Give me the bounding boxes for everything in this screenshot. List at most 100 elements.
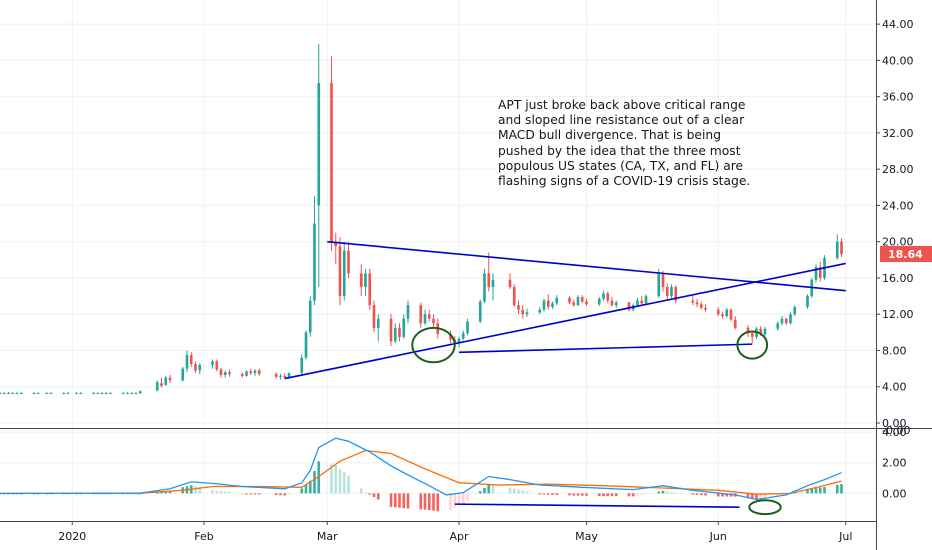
histogram-bar <box>759 493 763 499</box>
candle-body <box>185 355 189 369</box>
candle-body <box>160 383 163 386</box>
histogram-bar <box>194 486 197 494</box>
highlight-circle[interactable] <box>736 330 769 360</box>
candle-body <box>661 273 665 288</box>
candle-body <box>606 293 610 301</box>
histogram-bar <box>644 493 648 495</box>
candle-body <box>576 296 580 306</box>
time-tick-label: Mar <box>317 530 338 543</box>
candle-body <box>138 391 142 394</box>
candle-body <box>670 287 673 297</box>
price-tick-label: 44.00 <box>882 18 914 31</box>
candle-body <box>376 318 380 328</box>
histogram-bar <box>657 491 661 494</box>
histogram-bar <box>257 493 261 495</box>
histogram-bar <box>368 493 372 495</box>
candle-body <box>15 393 19 395</box>
histogram-bar <box>436 493 440 512</box>
axes[interactable]: 0.004.008.0012.0016.0020.0024.0028.0032.… <box>58 18 913 543</box>
candle-body <box>126 393 129 395</box>
candle-body <box>36 393 40 395</box>
candle-body <box>487 273 491 288</box>
candle-body <box>691 300 695 303</box>
histogram-bar <box>240 493 244 495</box>
histogram-bar <box>406 493 410 509</box>
candle-body <box>283 375 287 378</box>
histogram-bar <box>330 463 333 494</box>
drawings[interactable] <box>284 240 846 516</box>
candle-body <box>7 393 10 395</box>
trendline-falling-resistance[interactable] <box>327 240 846 292</box>
last-price-label: 18.64 <box>888 248 923 261</box>
candle-body <box>602 293 605 299</box>
histogram-bar <box>219 490 223 494</box>
candle-body <box>406 305 410 319</box>
candle-body <box>79 393 83 395</box>
candle-body <box>419 305 423 324</box>
candle-body <box>66 393 70 395</box>
candle-body <box>245 371 248 376</box>
candle-body <box>657 273 661 297</box>
histogram-bar <box>806 489 809 494</box>
candle-body <box>427 314 431 319</box>
histogram-bar <box>491 485 495 494</box>
time-tick-label: 2020 <box>58 530 86 543</box>
candle-body <box>168 377 172 381</box>
highlight-circle[interactable] <box>411 326 456 364</box>
trendline-rising-support[interactable] <box>284 262 846 380</box>
histogram-bar <box>670 491 673 494</box>
histogram-bar <box>287 493 291 495</box>
candle-body <box>572 302 576 306</box>
trendline-higher-low-line[interactable] <box>458 343 753 354</box>
price-tick-label: 40.00 <box>882 54 914 67</box>
histogram-bar <box>274 493 278 496</box>
histogram-bar <box>364 492 367 494</box>
histogram-bar <box>835 484 839 494</box>
macd-highlight-circle[interactable] <box>748 499 782 516</box>
candle-body <box>359 273 363 288</box>
candle-body <box>308 300 312 333</box>
candle-body <box>96 393 100 395</box>
histogram-bar <box>521 490 525 494</box>
histogram-bar <box>627 493 631 497</box>
macd-tick-label: 4.00 <box>882 426 907 439</box>
histogram-bar <box>755 493 758 500</box>
histogram-bar <box>538 493 542 495</box>
histogram-bar <box>725 493 729 497</box>
histogram-bar <box>160 491 163 494</box>
candle-body <box>92 393 95 395</box>
macd-line <box>0 437 842 501</box>
candle-body <box>62 393 66 395</box>
histogram-bar <box>814 488 818 494</box>
candle-body <box>835 241 839 259</box>
candle-body <box>806 296 809 307</box>
price-tick-label: 32.00 <box>882 127 914 140</box>
histogram-bar <box>572 493 576 496</box>
candle-body <box>640 300 644 304</box>
macd-trendline[interactable] <box>454 503 740 508</box>
histogram-bar <box>308 480 312 494</box>
histogram-bar <box>840 484 843 494</box>
candle-body <box>372 305 376 328</box>
candle-body <box>338 246 342 297</box>
candle-body <box>665 287 669 297</box>
candle-body <box>398 327 401 337</box>
candle-body <box>109 393 112 395</box>
candle-body <box>317 83 321 206</box>
histogram-bar <box>551 493 554 495</box>
price-tick-label: 36.00 <box>882 91 914 104</box>
candle-body <box>729 309 733 320</box>
candle-body <box>695 302 699 305</box>
histogram-bar <box>695 493 699 495</box>
histogram-bar <box>823 486 826 494</box>
candle-body <box>49 393 53 395</box>
candle-body <box>19 393 23 395</box>
candle-body <box>585 301 588 305</box>
candle-body <box>508 279 512 288</box>
candle-body <box>763 328 767 335</box>
price-tick-label: 28.00 <box>882 163 914 176</box>
histogram-bar <box>721 493 724 497</box>
candle-body <box>198 364 202 371</box>
candle-body <box>393 327 397 342</box>
